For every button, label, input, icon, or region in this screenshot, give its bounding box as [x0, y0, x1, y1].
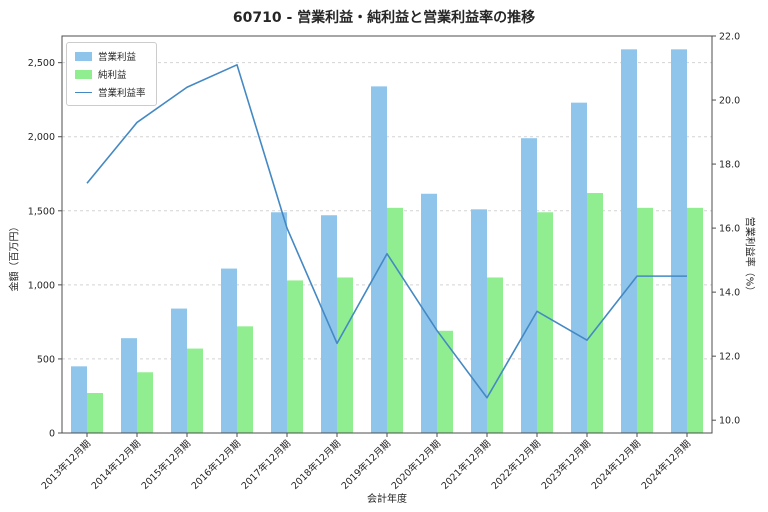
bar-series-0 [371, 86, 387, 434]
line-series [86, 64, 687, 399]
bar-series-1 [687, 207, 703, 433]
chart-title: 60710 - 営業利益・純利益と営業利益率の推移 [232, 10, 536, 26]
bar-series-1 [337, 277, 353, 433]
legend-swatch-net-income [75, 69, 92, 79]
legend-item-net-income: 純利益 [75, 67, 146, 81]
bar-series-1 [287, 280, 303, 433]
bar-series-0 [521, 138, 537, 433]
bar-series-0 [221, 268, 237, 433]
y-tick-label-right: 12.0 [719, 352, 740, 363]
bar-series-0 [121, 338, 137, 433]
legend-item-operating-margin: 営業利益率 [75, 85, 146, 99]
y-tick-label-right: 18.0 [719, 160, 740, 171]
x-tick-label: 2022年12月期 [489, 438, 543, 492]
legend-swatch-operating-income [75, 51, 92, 61]
y-tick-label-right: 20.0 [719, 96, 740, 107]
x-axis-label: 会計年度 [367, 494, 407, 505]
y-tick-label-left: 1,000 [28, 280, 55, 291]
bar-series-1 [437, 330, 453, 433]
bar-series-0 [621, 49, 637, 433]
y-tick-label-right: 16.0 [719, 224, 740, 235]
y-tick-label-right: 10.0 [719, 416, 740, 427]
y-tick-label-right: 22.0 [719, 32, 740, 43]
bar-series-0 [471, 209, 487, 433]
x-tick-label: 2016年12月期 [189, 438, 243, 492]
y-tick-label-left: 1,500 [28, 206, 55, 217]
x-tick-label: 2014年12月期 [89, 438, 143, 492]
legend-swatch-operating-margin-line [75, 91, 92, 93]
y-tick-label-left: 500 [37, 354, 55, 365]
x-tick-label: 2017年12月期 [239, 438, 293, 492]
x-tick-label: 2024年12月期 [589, 438, 643, 492]
x-tick-label: 2018年12月期 [289, 438, 343, 492]
bar-series-0 [571, 102, 587, 433]
bar-series-1 [537, 212, 553, 433]
y-axis-label-right: 営業利益率（%） [743, 216, 755, 296]
x-tick-label: 2020年12月期 [389, 438, 443, 492]
legend-label: 営業利益 [98, 52, 137, 63]
y-axis-label-left: 金額（百万円） [9, 221, 21, 291]
bar-series-0 [71, 366, 87, 433]
x-tick-label: 2021年12月期 [439, 438, 493, 492]
y-tick-label-left: 2,000 [28, 132, 55, 143]
legend-label: 営業利益率 [98, 88, 146, 99]
bar-series-0 [171, 308, 187, 433]
bar-series-1 [587, 193, 603, 433]
x-tick-label: 2015年12月期 [139, 438, 193, 492]
bar-series-0 [271, 212, 287, 433]
bar-series-1 [637, 207, 653, 433]
bar-series-1 [237, 326, 253, 433]
x-tick-label: 2024年12月期 [639, 438, 693, 492]
y-tick-label-left: 2,500 [28, 58, 55, 69]
x-tick-label: 2013年12月期 [39, 438, 93, 492]
bar-series-1 [87, 393, 103, 433]
legend-item-operating-income: 営業利益 [75, 49, 146, 63]
bar-series-0 [421, 193, 437, 433]
x-tick-label: 2023年12月期 [539, 438, 593, 492]
bar-series-1 [137, 372, 153, 433]
y-tick-label-left: 0 [49, 429, 55, 440]
bar-series-1 [487, 277, 503, 433]
bar-series-0 [671, 49, 687, 433]
bar-series-1 [187, 348, 203, 433]
legend-label: 純利益 [98, 70, 127, 81]
bar-series-1 [387, 207, 403, 433]
legend: 営業利益 純利益 営業利益率 [66, 42, 157, 106]
x-tick-label: 2019年12月期 [339, 438, 393, 492]
y-tick-label-right: 14.0 [719, 288, 740, 299]
